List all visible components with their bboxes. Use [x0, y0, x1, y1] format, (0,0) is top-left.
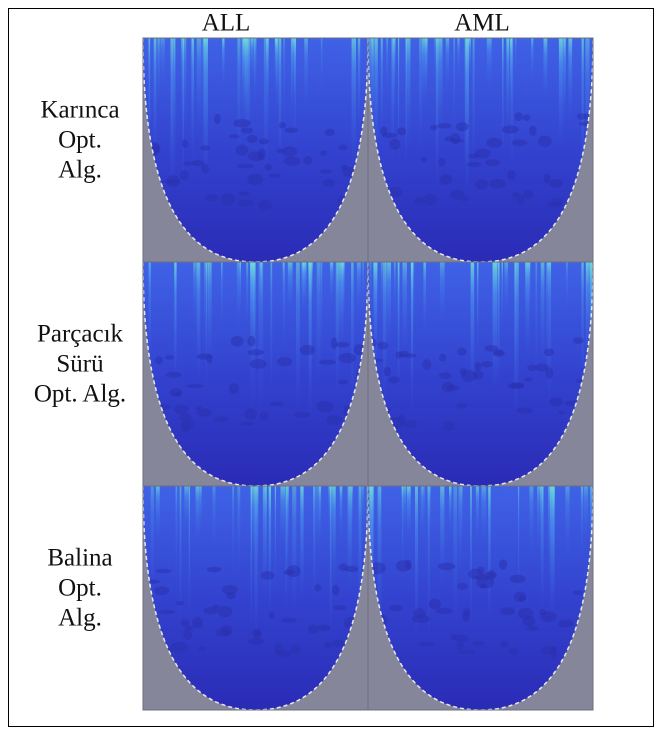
row-label: Karınca — [40, 97, 119, 124]
panels — [136, 38, 598, 710]
row-label: Parçacık — [37, 321, 124, 348]
row-label: Alg. — [58, 605, 102, 632]
row-label: Alg. — [58, 157, 102, 184]
row-label: Balina — [47, 545, 112, 572]
row-label: Sürü — [56, 351, 104, 378]
figure: ALL AML Karınca Opt. Alg. Parçacık Sürü Opt. … — [0, 0, 662, 735]
row-label: Opt. — [58, 575, 102, 602]
row-label: Opt. — [58, 127, 102, 154]
column-header: ALL — [202, 10, 251, 37]
row-label: Opt. Alg. — [34, 381, 126, 408]
column-header: AML — [454, 10, 510, 37]
